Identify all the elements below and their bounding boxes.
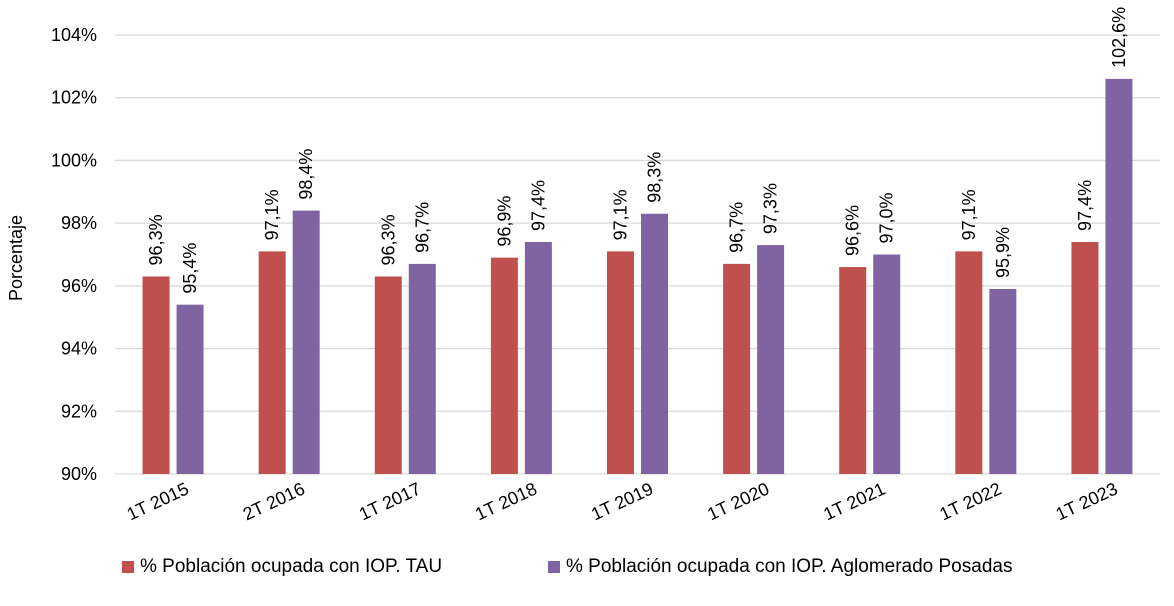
bar: [723, 263, 751, 474]
bar: [839, 267, 867, 474]
bar: [374, 276, 402, 474]
bar: [142, 276, 170, 474]
y-tick-label: 92%: [61, 401, 97, 421]
data-label: 98,4%: [296, 149, 316, 200]
data-label: 97,1%: [611, 189, 631, 240]
data-label: 98,3%: [645, 152, 665, 203]
x-tick-label: 1T 2023: [1053, 478, 1121, 524]
bar-chart: 96,3% 95,4% 97,1% 98,4% 96,3% 96,7% 96,9% 97,4%…: [6, 7, 1160, 524]
y-tick-label: 94%: [61, 339, 97, 359]
legend-label-tau: % Población ocupada con IOP. TAU: [140, 556, 443, 577]
data-label: 96,7%: [412, 202, 432, 253]
bar: [1105, 78, 1133, 475]
y-axis-ticks: 90% 92% 94% 96% 98% 100% 102% 104%: [51, 25, 97, 484]
legend-swatch-posadas: [548, 561, 560, 573]
y-tick-label: 90%: [61, 464, 97, 484]
bar: [989, 288, 1017, 474]
x-tick-label: 1T 2015: [124, 478, 192, 524]
x-tick-label: 1T 2022: [936, 478, 1004, 524]
data-label: 97,3%: [761, 183, 781, 234]
bar: [408, 263, 436, 474]
bar: [641, 213, 668, 474]
x-tick-label: 1T 2021: [820, 478, 888, 524]
bar: [757, 245, 785, 474]
x-tick-label: 1T 2017: [356, 478, 424, 524]
data-label: 96,3%: [378, 214, 398, 265]
y-axis-label: Porcentaje: [6, 215, 26, 301]
bar: [524, 241, 552, 474]
data-label: 95,9%: [993, 227, 1013, 278]
data-label: 97,1%: [262, 189, 282, 240]
x-tick-label: 1T 2019: [588, 478, 656, 524]
bar: [292, 210, 320, 474]
data-label: 96,3%: [146, 214, 166, 265]
data-label: 97,4%: [1075, 180, 1095, 231]
bar: [1071, 241, 1099, 474]
x-tick-label: 1T 2018: [472, 478, 540, 524]
y-tick-label: 98%: [61, 213, 97, 233]
data-labels: 96,3% 95,4% 97,1% 98,4% 96,3% 96,7% 96,9% 97,4%…: [146, 7, 1129, 294]
y-tick-label: 102%: [51, 88, 97, 108]
bar: [258, 251, 286, 474]
bar: [607, 251, 634, 474]
data-label: 97,0%: [877, 192, 897, 243]
bar: [176, 304, 204, 474]
legend-item-tau: % Población ocupada con IOP. TAU: [122, 556, 442, 578]
x-tick-label: 1T 2020: [704, 478, 772, 524]
x-axis-ticks: 1T 2015 2T 2016 1T 2017 1T 2018 1T 2019 1T 20…: [124, 478, 1121, 524]
data-label: 95,4%: [180, 243, 200, 294]
data-label: 96,7%: [727, 202, 747, 253]
y-tick-label: 96%: [61, 276, 97, 296]
legend-item-posadas: % Población ocupada con IOP. Aglomerado …: [548, 556, 1012, 578]
gridlines: [115, 34, 1160, 475]
data-label: 96,6%: [843, 205, 863, 256]
legend: % Población ocupada con IOP. TAU % Pobla…: [0, 556, 1174, 586]
data-label: 96,9%: [494, 196, 514, 247]
x-tick-label: 2T 2016: [240, 478, 308, 524]
bar: [490, 257, 518, 474]
legend-swatch-tau: [122, 561, 134, 573]
data-label: 97,4%: [528, 180, 548, 231]
bar: [873, 254, 901, 474]
bars: [142, 78, 1133, 475]
bar: [955, 251, 983, 474]
data-label: 97,1%: [959, 189, 979, 240]
y-tick-label: 100%: [51, 150, 97, 170]
y-tick-label: 104%: [51, 25, 97, 45]
data-label: 102,6%: [1109, 7, 1129, 68]
legend-label-posadas: % Población ocupada con IOP. Aglomerado …: [566, 556, 1013, 577]
